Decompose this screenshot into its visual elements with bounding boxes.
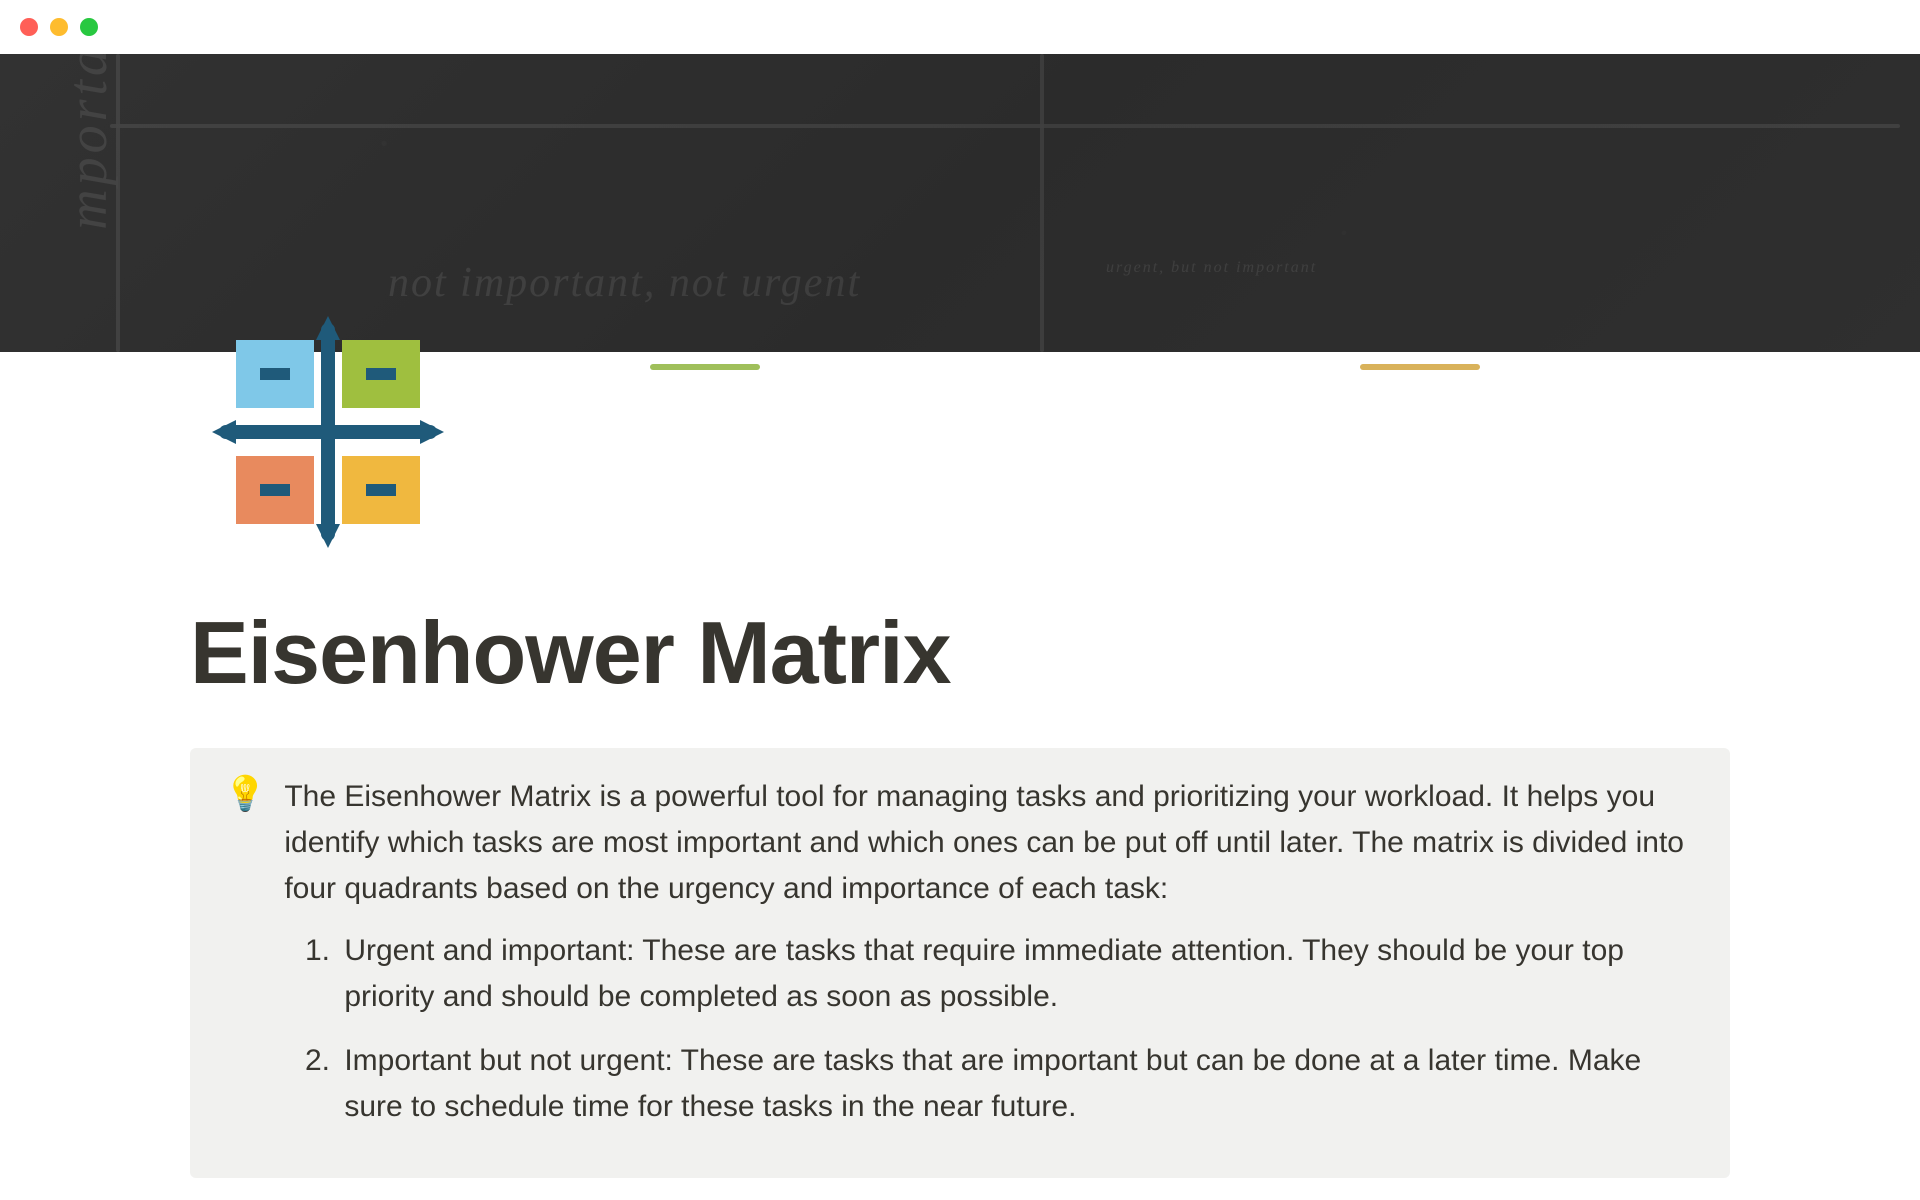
traffic-lights <box>20 18 98 36</box>
cover-underline-left <box>650 364 760 370</box>
icon-dash-top-left <box>260 368 290 380</box>
icon-arrow-up <box>316 316 340 340</box>
titlebar <box>0 0 1920 54</box>
icon-dash-bottom-left <box>260 484 290 496</box>
callout-intro: The Eisenhower Matrix is a powerful tool… <box>284 774 1696 912</box>
close-window-button[interactable] <box>20 18 38 36</box>
chalk-grid-line-v <box>1040 54 1044 352</box>
chalk-grid-line-h <box>110 124 1900 128</box>
icon-arrow-left <box>212 420 236 444</box>
icon-dash-bottom-right <box>366 484 396 496</box>
page-cover[interactable]: mporta not important, not urgent urgent,… <box>0 54 1920 352</box>
icon-arrow-right <box>420 420 444 444</box>
minimize-window-button[interactable] <box>50 18 68 36</box>
cover-underline-right <box>1360 364 1480 370</box>
app-window: mporta not important, not urgent urgent,… <box>0 0 1920 1200</box>
page-title[interactable]: Eisenhower Matrix <box>190 602 1730 704</box>
callout-list-item: Important but not urgent: These are task… <box>338 1038 1696 1130</box>
lightbulb-icon: 💡 <box>224 774 266 1148</box>
icon-arrow-down <box>316 524 340 548</box>
page-icon[interactable] <box>198 302 458 562</box>
callout-list-item: Urgent and important: These are tasks th… <box>338 928 1696 1020</box>
callout-block[interactable]: 💡 The Eisenhower Matrix is a powerful to… <box>190 748 1730 1178</box>
cover-quadrant-right-label: urgent, but not important <box>1106 259 1317 277</box>
cover-quadrant-left-label: not important, not urgent <box>388 259 861 307</box>
cover-y-axis-label: mporta <box>56 44 120 230</box>
zoom-window-button[interactable] <box>80 18 98 36</box>
callout-body: The Eisenhower Matrix is a powerful tool… <box>284 774 1696 1148</box>
matrix-icon <box>198 302 458 562</box>
callout-list: Urgent and important: These are tasks th… <box>284 928 1696 1130</box>
icon-dash-top-right <box>366 368 396 380</box>
chalk-axis-line-v <box>116 54 120 352</box>
